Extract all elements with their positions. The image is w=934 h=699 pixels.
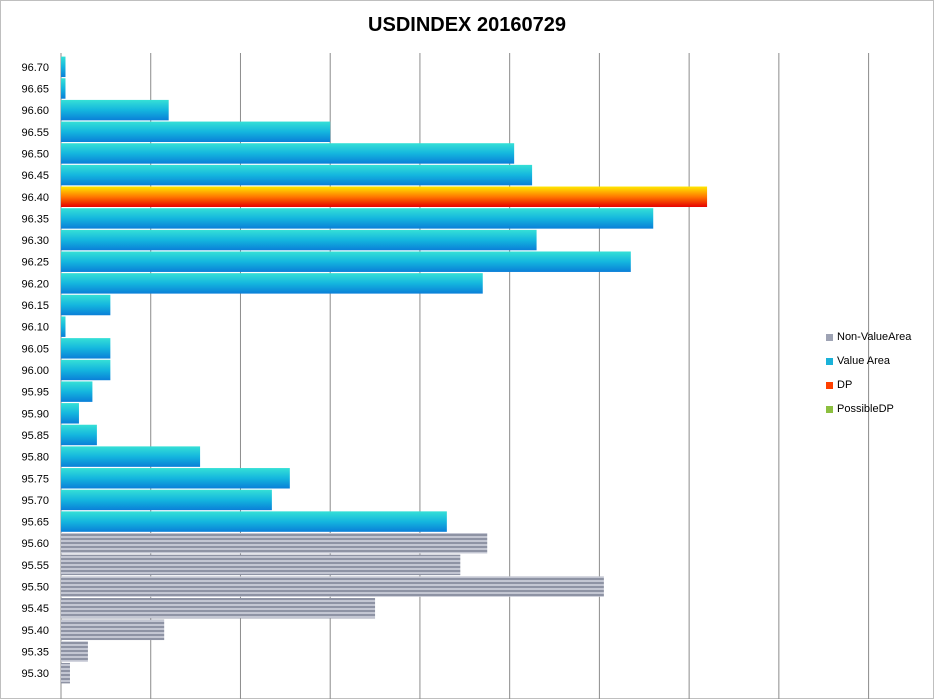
y-tick-label: 95.60 xyxy=(21,538,49,550)
y-tick-label: 96.50 xyxy=(21,148,49,160)
y-tick-label: 96.70 xyxy=(21,62,49,74)
bar-dp-96.40 xyxy=(61,186,708,207)
y-tick-label: 95.90 xyxy=(21,408,49,420)
bar-non-valuearea-95.55 xyxy=(61,554,461,576)
bar-value-area-96.45 xyxy=(61,164,533,186)
bar-value-area-96.55 xyxy=(61,121,331,143)
bar-value-area-95.65 xyxy=(61,511,447,532)
y-tick-label: 96.05 xyxy=(21,343,49,355)
y-tick-label: 96.55 xyxy=(21,127,49,139)
y-tick-label: 95.40 xyxy=(21,625,49,637)
bar-value-area-96.00 xyxy=(61,359,111,381)
bar-value-area-96.05 xyxy=(61,338,111,359)
legend-label: DP xyxy=(837,379,853,391)
bar-value-area-95.80 xyxy=(61,446,201,467)
legend-item: Value Area xyxy=(826,349,911,373)
bar-value-area-96.15 xyxy=(61,294,111,316)
bar-value-area-95.85 xyxy=(61,424,97,446)
bar-value-area-96.30 xyxy=(61,229,537,251)
y-tick-label: 95.45 xyxy=(21,603,49,615)
legend-label: Non-ValueArea xyxy=(837,331,912,343)
y-tick-label: 96.15 xyxy=(21,300,49,312)
legend-label: Value Area xyxy=(837,355,891,367)
y-tick-label: 96.60 xyxy=(21,105,49,117)
bar-value-area-96.20 xyxy=(61,273,483,294)
bar-value-area-96.25 xyxy=(61,251,631,272)
bar-non-valuearea-95.40 xyxy=(61,619,165,641)
y-tick-label: 96.45 xyxy=(21,170,49,182)
y-tick-label: 95.85 xyxy=(21,430,49,442)
y-tick-label: 96.25 xyxy=(21,257,49,269)
bar-value-area-95.70 xyxy=(61,489,272,511)
bar-value-area-95.75 xyxy=(61,468,290,489)
bar-non-valuearea-95.50 xyxy=(61,576,604,597)
bar-value-area-96.60 xyxy=(61,99,169,121)
bar-value-area-96.50 xyxy=(61,143,515,164)
y-tick-label: 95.75 xyxy=(21,473,49,485)
legend-swatch xyxy=(826,405,833,413)
y-tick-label: 95.80 xyxy=(21,452,49,464)
y-tick-label: 95.30 xyxy=(21,668,49,680)
y-tick-label: 96.00 xyxy=(21,365,49,377)
bar-value-area-96.70 xyxy=(61,56,66,78)
chart-title: USDINDEX 20160729 xyxy=(368,14,566,36)
y-tick-label: 96.40 xyxy=(21,192,49,204)
y-tick-label: 96.65 xyxy=(21,83,49,95)
legend-item: DP xyxy=(826,373,911,397)
legend-swatch xyxy=(826,357,833,365)
bar-value-area-95.95 xyxy=(61,381,93,402)
bar-non-valuearea-95.35 xyxy=(61,641,88,662)
chart-legend: Non-ValueArea Value Area DP PossibleDP xyxy=(826,325,911,421)
y-tick-label: 96.35 xyxy=(21,213,49,225)
y-tick-label: 96.10 xyxy=(21,322,49,334)
bar-non-valuearea-95.30 xyxy=(61,662,70,684)
y-tick-label: 95.70 xyxy=(21,495,49,507)
bar-value-area-95.90 xyxy=(61,403,79,424)
y-tick-label: 95.65 xyxy=(21,517,49,529)
bar-value-area-96.10 xyxy=(61,316,66,337)
bar-non-valuearea-95.60 xyxy=(61,533,488,554)
legend-swatch xyxy=(826,381,833,389)
bar-value-area-96.65 xyxy=(61,78,66,99)
bar-non-valuearea-95.45 xyxy=(61,597,376,619)
y-tick-label: 95.35 xyxy=(21,647,49,659)
y-tick-label: 95.50 xyxy=(21,582,49,594)
legend-swatch xyxy=(826,333,833,341)
y-tick-label: 95.55 xyxy=(21,560,49,572)
bar-value-area-96.35 xyxy=(61,208,654,229)
legend-label: PossibleDP xyxy=(837,403,894,415)
legend-item: PossibleDP xyxy=(826,397,911,421)
y-tick-label: 96.30 xyxy=(21,235,49,247)
y-tick-label: 95.95 xyxy=(21,387,49,399)
legend-item: Non-ValueArea xyxy=(826,325,911,349)
y-tick-label: 96.20 xyxy=(21,278,49,290)
